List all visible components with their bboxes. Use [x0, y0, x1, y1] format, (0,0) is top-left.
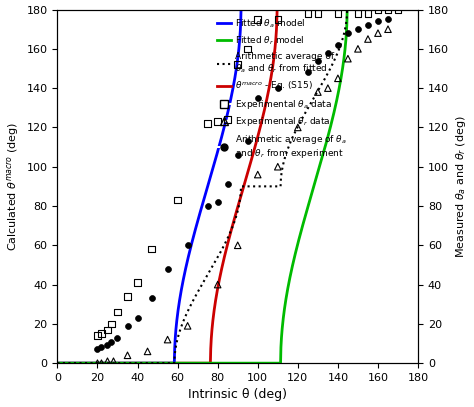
Point	[114, 335, 121, 341]
Point	[314, 89, 322, 95]
Point	[204, 203, 211, 209]
Y-axis label: Calculated $\theta^{macro}$ (deg): Calculated $\theta^{macro}$ (deg)	[6, 122, 21, 251]
Point	[364, 22, 372, 28]
Point	[274, 16, 282, 23]
Point	[94, 360, 101, 366]
Point	[244, 46, 252, 52]
Point	[324, 50, 332, 56]
Point	[324, 85, 332, 92]
Point	[334, 75, 342, 81]
Legend: Fitted $\theta_a$ model, Fitted $\theta_r$ model, Arithmetic average of
$\theta_: Fitted $\theta_a$ model, Fitted $\theta_…	[217, 18, 347, 160]
Point	[334, 42, 342, 48]
Point	[184, 242, 191, 249]
Point	[364, 10, 372, 17]
Point	[314, 57, 322, 64]
Point	[354, 10, 362, 17]
Point	[124, 352, 131, 359]
Point	[94, 333, 101, 339]
Point	[374, 18, 382, 24]
Point	[104, 358, 111, 364]
Point	[364, 36, 372, 42]
Point	[104, 326, 111, 333]
Point	[384, 6, 392, 13]
Point	[164, 336, 172, 343]
Point	[344, 55, 352, 62]
Point	[354, 26, 362, 33]
Point	[214, 118, 221, 125]
Point	[344, 30, 352, 36]
Point	[394, 6, 402, 13]
Point	[234, 152, 242, 158]
Point	[104, 342, 111, 349]
X-axis label: Intrinsic θ (deg): Intrinsic θ (deg)	[188, 388, 287, 401]
Point	[214, 199, 221, 206]
Point	[214, 281, 221, 288]
Point	[314, 10, 322, 17]
Point	[224, 181, 231, 188]
Point	[234, 242, 242, 249]
Point	[174, 197, 182, 204]
Point	[94, 346, 101, 353]
Point	[108, 321, 115, 327]
Point	[124, 293, 131, 300]
Point	[98, 330, 105, 337]
Point	[98, 360, 105, 366]
Point	[144, 348, 151, 354]
Point	[134, 279, 141, 286]
Point	[274, 164, 282, 170]
Point	[234, 61, 242, 68]
Point	[384, 16, 392, 23]
Point	[274, 85, 282, 92]
Point	[374, 30, 382, 36]
Point	[148, 246, 155, 252]
Point	[304, 10, 311, 17]
Point	[98, 344, 105, 351]
Point	[204, 120, 211, 127]
Point	[374, 6, 382, 13]
Point	[108, 338, 115, 345]
Point	[254, 16, 262, 23]
Point	[354, 46, 362, 52]
Point	[294, 124, 301, 131]
Point	[334, 10, 342, 17]
Point	[114, 309, 121, 315]
Point	[124, 323, 131, 329]
Point	[184, 323, 191, 329]
Point	[134, 315, 141, 321]
Point	[164, 266, 172, 272]
Point	[244, 138, 252, 144]
Point	[254, 171, 262, 178]
Point	[304, 69, 311, 76]
Y-axis label: Measured $\theta_a$ and $\theta_r$ (deg): Measured $\theta_a$ and $\theta_r$ (deg)	[455, 115, 468, 258]
Point	[254, 95, 262, 101]
Point	[109, 358, 117, 364]
Point	[384, 26, 392, 33]
Point	[224, 116, 231, 123]
Point	[148, 295, 155, 302]
